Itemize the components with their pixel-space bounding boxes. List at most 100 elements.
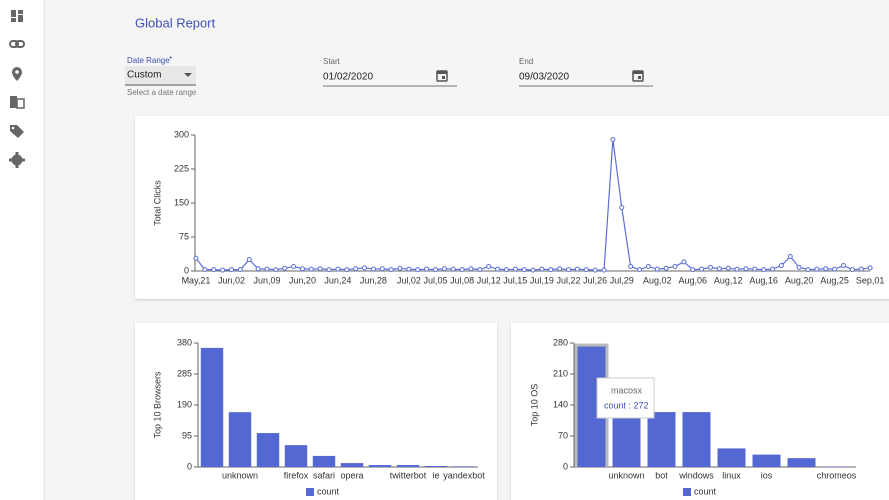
point xyxy=(237,267,243,273)
start-field[interactable]: Start 01/02/2020 xyxy=(323,57,457,87)
calendar-icon[interactable] xyxy=(436,70,448,82)
bar xyxy=(228,412,252,467)
point xyxy=(326,267,332,273)
point xyxy=(335,266,341,272)
bar xyxy=(612,412,641,467)
point xyxy=(362,265,368,271)
point xyxy=(397,265,403,271)
point xyxy=(459,267,465,273)
x-tick-label: Jul,02 xyxy=(397,275,421,285)
legend-swatch xyxy=(306,488,314,496)
point xyxy=(495,266,501,272)
card xyxy=(135,116,889,299)
point xyxy=(477,267,483,273)
card xyxy=(135,323,497,500)
tooltip-title: macosx xyxy=(611,385,643,395)
point xyxy=(486,263,492,269)
x-tick-label: linux xyxy=(722,470,741,480)
legend-label: count xyxy=(317,486,340,496)
x-tick-label: Jul,08 xyxy=(450,275,474,285)
x-tick-label: unknown xyxy=(222,470,258,480)
y-tick-label: 150 xyxy=(174,197,189,207)
y-tick-label: 210 xyxy=(553,368,568,378)
x-tick-label: Jun,20 xyxy=(289,275,316,285)
y-tick-label: 225 xyxy=(174,163,189,173)
date-range-select[interactable]: Date Range * Custom Select a date range xyxy=(125,55,197,97)
point xyxy=(530,267,536,273)
bar xyxy=(200,347,224,467)
point xyxy=(308,266,314,272)
point xyxy=(770,266,776,272)
point xyxy=(317,266,323,272)
point xyxy=(823,266,829,272)
y-tick-label: 95 xyxy=(182,430,192,440)
bar xyxy=(452,466,476,467)
end-field[interactable]: End 09/03/2020 xyxy=(519,57,653,87)
page-title: Global Report xyxy=(135,15,216,30)
x-tick-label: Aug,02 xyxy=(643,275,672,285)
point xyxy=(707,264,713,270)
point xyxy=(282,265,288,271)
helper-text: Select a date range xyxy=(127,88,197,97)
x-tick-label: Jun,28 xyxy=(360,275,387,285)
point xyxy=(610,137,616,143)
point xyxy=(521,267,527,273)
point xyxy=(663,265,669,271)
field-label: Date Range xyxy=(127,56,170,65)
point xyxy=(690,267,696,273)
x-tick-label: Jul,22 xyxy=(557,275,581,285)
point xyxy=(370,266,376,272)
dropdown-arrow xyxy=(184,73,192,77)
dashboard-icon[interactable] xyxy=(11,10,23,22)
business-icon[interactable] xyxy=(10,96,25,109)
x-tick-label: Jul,29 xyxy=(610,275,634,285)
sidebar xyxy=(0,0,44,500)
point xyxy=(291,263,297,269)
required-mark: * xyxy=(169,55,172,64)
point xyxy=(379,266,385,272)
location-icon[interactable] xyxy=(12,67,22,81)
point xyxy=(778,263,784,269)
x-tick-label: Jul,12 xyxy=(477,275,501,285)
bar xyxy=(340,463,364,467)
point xyxy=(761,267,767,273)
x-tick-label: unknown xyxy=(608,470,644,480)
point xyxy=(441,266,447,272)
x-tick-label: Aug,12 xyxy=(714,275,743,285)
bar xyxy=(396,465,420,467)
x-tick-label: Jul,19 xyxy=(530,275,554,285)
point xyxy=(299,266,305,272)
tooltip-text: count : 272 xyxy=(604,400,649,410)
x-tick-label: Sep,01 xyxy=(856,275,885,285)
point xyxy=(628,263,634,269)
bar xyxy=(284,445,308,467)
point xyxy=(787,253,793,259)
point xyxy=(228,267,234,273)
tooltip-box xyxy=(596,377,655,419)
bar xyxy=(787,458,816,467)
point xyxy=(867,265,873,271)
point xyxy=(539,266,545,272)
x-tick-label: Aug,20 xyxy=(785,275,814,285)
x-tick-label: Jun,02 xyxy=(218,275,245,285)
x-tick-label: Jun,09 xyxy=(253,275,280,285)
calendar-icon[interactable] xyxy=(632,70,644,82)
point xyxy=(193,255,199,261)
point xyxy=(557,266,563,272)
x-tick-label: ios xyxy=(761,470,773,480)
field-value: 09/03/2020 xyxy=(519,72,569,83)
x-tick-label: Jul,15 xyxy=(503,275,527,285)
link-icon[interactable] xyxy=(9,40,25,48)
point xyxy=(796,264,802,270)
point xyxy=(849,267,855,273)
point xyxy=(424,266,430,272)
x-tick-label: twitterbot xyxy=(390,470,427,480)
point xyxy=(388,267,394,273)
tag-icon[interactable] xyxy=(10,125,24,138)
bar xyxy=(717,448,746,467)
bar xyxy=(312,455,336,467)
point xyxy=(645,263,651,269)
settings-icon[interactable] xyxy=(9,152,25,168)
y-tick-label: 280 xyxy=(553,337,568,347)
